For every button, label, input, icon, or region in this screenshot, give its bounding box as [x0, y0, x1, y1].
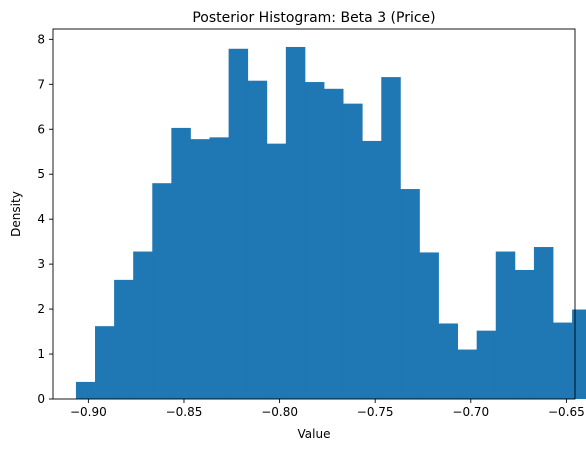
histogram-bar-12	[285, 46, 306, 399]
y-tick-label: 5	[37, 167, 45, 181]
y-tick-label: 4	[37, 212, 45, 226]
x-tick-label: −0.80	[261, 405, 298, 419]
chart-title: Posterior Histogram: Beta 3 (Price)	[192, 10, 435, 26]
x-tick-label: −0.70	[452, 405, 489, 419]
x-axis-ticks: −0.90 −0.85 −0.80 −0.75 −0.70 −0.65	[70, 399, 585, 419]
x-axis-label: Value	[298, 427, 331, 441]
histogram-bar-19	[419, 252, 439, 399]
histogram-bar-24	[514, 269, 535, 399]
bars-group	[75, 46, 586, 400]
y-tick-label: 3	[37, 257, 45, 271]
y-tick-label: 6	[37, 122, 45, 136]
histogram-bar-13	[304, 82, 325, 400]
histogram-bar-22	[476, 330, 497, 399]
histogram-bar-25	[533, 247, 554, 399]
histogram-bar-2	[95, 326, 115, 399]
histogram-bar-11	[266, 143, 287, 399]
histogram-bar-4	[133, 251, 153, 399]
histogram-bar-27	[572, 309, 586, 399]
histogram-bar-5	[152, 183, 172, 399]
histogram-bar-10	[247, 80, 268, 399]
histogram-bar-8	[209, 137, 229, 399]
histogram-bar-9	[228, 48, 249, 399]
histogram-bar-14	[324, 88, 344, 399]
histogram-bar-1	[75, 381, 96, 399]
y-tick-label: 2	[37, 302, 45, 316]
histogram-bar-16	[362, 140, 382, 399]
histogram-bar-7	[190, 139, 210, 399]
histogram-bar-15	[343, 103, 363, 399]
histogram-bar-23	[495, 251, 516, 399]
y-axis-ticks: 0 1 2 3 4 5 6 7 8	[37, 32, 53, 406]
y-tick-label: 0	[37, 392, 45, 406]
histogram-bar-17	[381, 77, 401, 399]
histogram-bar-21	[457, 349, 478, 399]
histogram-bar-18	[400, 189, 420, 399]
x-tick-label: −0.65	[548, 405, 585, 419]
x-tick-label: −0.85	[166, 405, 203, 419]
plot-frame	[52, 28, 576, 400]
y-tick-label: 8	[37, 32, 45, 46]
histogram-bar-6	[171, 127, 191, 399]
x-tick-label: −0.90	[70, 405, 107, 419]
y-axis-label: Density	[9, 191, 23, 237]
histogram-bar-3	[114, 279, 134, 399]
x-tick-label: −0.75	[357, 405, 394, 419]
histogram-bar-20	[438, 323, 458, 399]
y-tick-label: 1	[37, 347, 45, 361]
histogram-bar-26	[553, 322, 573, 399]
y-tick-label: 7	[37, 77, 45, 91]
